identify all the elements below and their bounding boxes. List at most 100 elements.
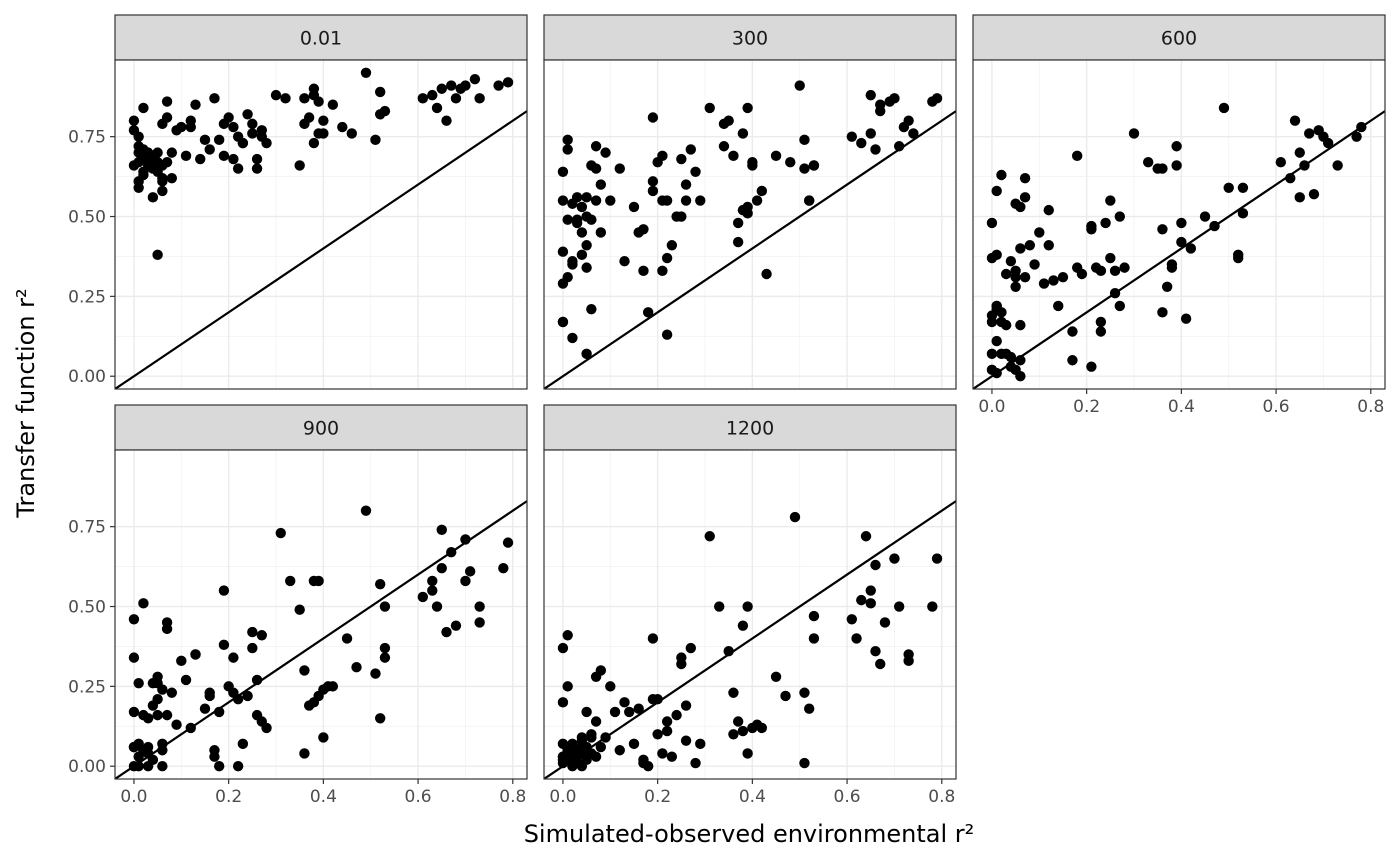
data-point <box>860 531 872 542</box>
data-point <box>1109 287 1121 299</box>
data-point <box>1029 259 1040 270</box>
data-point <box>251 153 263 165</box>
data-point <box>647 185 659 197</box>
data-point <box>704 531 715 542</box>
data-point <box>1356 121 1367 133</box>
data-point <box>638 757 649 769</box>
data-point <box>1157 224 1168 235</box>
data-point <box>742 601 753 612</box>
data-point <box>133 182 144 193</box>
data-point <box>313 128 324 139</box>
data-point <box>218 585 230 596</box>
data-point <box>213 706 225 718</box>
data-point <box>1128 128 1140 139</box>
data-point <box>270 89 282 101</box>
data-point <box>493 80 504 91</box>
data-point <box>370 668 381 679</box>
data-point <box>299 665 310 676</box>
data-point <box>903 655 914 667</box>
data-point <box>455 83 466 94</box>
panel-background <box>544 60 956 389</box>
data-point <box>647 693 659 705</box>
data-point <box>1057 272 1069 283</box>
data-point <box>474 617 485 628</box>
data-point <box>161 617 173 628</box>
data-point <box>661 195 673 206</box>
data-point <box>652 729 663 740</box>
data-point <box>441 115 452 126</box>
data-point <box>666 240 678 251</box>
data-point <box>379 601 391 612</box>
data-point <box>1285 172 1296 184</box>
data-point <box>562 681 573 692</box>
data-point <box>1105 195 1116 206</box>
data-point <box>562 214 573 225</box>
data-point <box>374 109 386 120</box>
data-point <box>1034 227 1045 238</box>
data-point <box>1232 252 1244 264</box>
data-point <box>133 761 144 772</box>
strip-header <box>114 14 528 61</box>
data-point <box>614 745 625 756</box>
data-point <box>446 80 457 91</box>
strip-label: 600 <box>1161 28 1197 50</box>
data-point <box>581 192 592 203</box>
data-point <box>417 93 429 104</box>
data-point <box>327 99 339 110</box>
data-point <box>799 134 810 146</box>
data-point <box>595 227 607 238</box>
data-point <box>161 112 173 123</box>
data-point <box>237 738 249 750</box>
data-point <box>898 121 910 133</box>
data-point <box>157 185 168 197</box>
data-point <box>991 335 1002 347</box>
data-point <box>808 633 820 644</box>
data-point <box>751 719 763 730</box>
data-point <box>1105 252 1116 264</box>
data-point <box>138 102 149 114</box>
panel-border <box>543 59 957 390</box>
data-point <box>337 121 348 133</box>
data-point <box>865 89 876 101</box>
point-group <box>986 102 1367 382</box>
data-point <box>374 578 386 590</box>
data-point <box>595 179 607 190</box>
data-point <box>417 591 429 603</box>
data-point <box>661 252 673 264</box>
data-point <box>308 575 320 587</box>
data-point <box>460 575 471 587</box>
data-point <box>557 166 569 177</box>
data-point <box>185 121 196 133</box>
strip-header <box>972 14 1386 61</box>
data-point <box>1294 192 1305 203</box>
data-point <box>161 709 173 721</box>
data-point <box>789 511 801 523</box>
data-point <box>446 547 457 558</box>
data-point <box>294 160 305 171</box>
data-point <box>557 246 569 257</box>
data-point <box>133 131 144 142</box>
data-point <box>128 652 140 663</box>
data-point <box>785 157 796 168</box>
x-tick-label: 0.4 <box>310 787 337 807</box>
data-point <box>247 642 258 654</box>
data-point <box>986 217 998 229</box>
data-point <box>1109 265 1121 277</box>
x-tick-label: 0.6 <box>405 787 432 807</box>
data-point <box>590 195 602 206</box>
data-point <box>1010 281 1021 292</box>
data-point <box>379 642 391 654</box>
data-point <box>1161 281 1173 292</box>
data-point <box>870 559 881 571</box>
data-point <box>557 697 569 708</box>
data-point <box>567 259 578 270</box>
data-point <box>737 725 749 737</box>
data-point <box>275 527 286 539</box>
strip-label: 1200 <box>726 418 774 440</box>
data-point <box>247 626 258 638</box>
data-point <box>138 598 149 609</box>
data-point <box>1313 125 1324 136</box>
data-point <box>498 562 509 574</box>
data-point <box>374 86 386 98</box>
strip-label: 0.01 <box>300 28 342 50</box>
